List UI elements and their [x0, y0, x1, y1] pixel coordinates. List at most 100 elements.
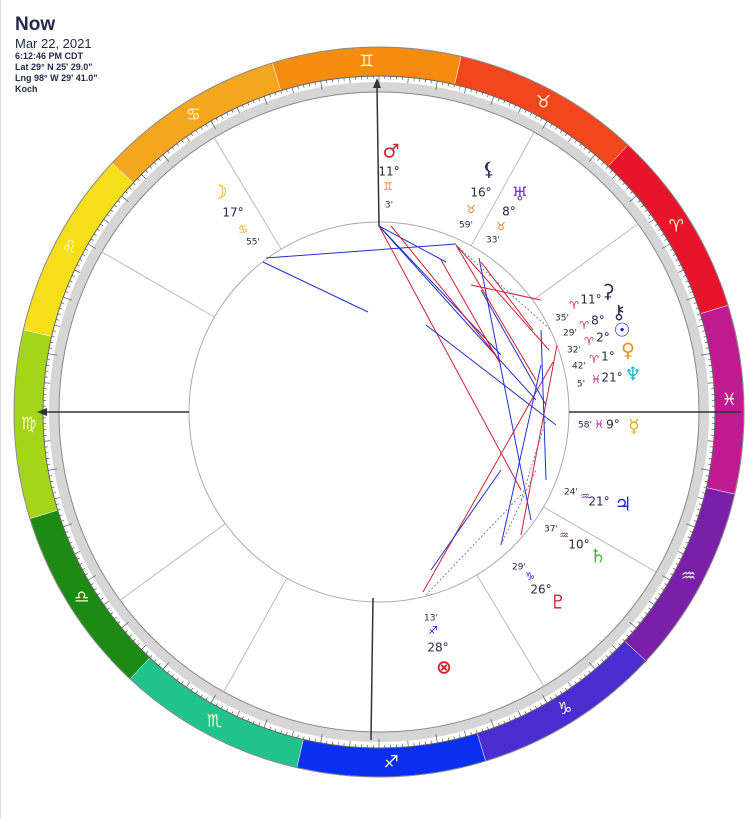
planet-sign: ♈︎ — [569, 299, 579, 312]
aspect-minor — [520, 419, 547, 501]
degree-tick — [52, 492, 56, 494]
degree-tick — [74, 269, 81, 273]
degree-tick — [314, 82, 316, 86]
degree-tick — [61, 520, 65, 522]
planet-degree: 1° — [601, 350, 615, 364]
sign-glyph: ♌︎ — [62, 237, 77, 257]
degree-tick — [215, 703, 218, 707]
degree-tick — [200, 126, 203, 130]
degree-tick — [141, 174, 146, 179]
aspect-line — [430, 469, 502, 571]
planet-sign: ♈︎ — [579, 319, 589, 332]
planet-minute: 13' — [424, 614, 438, 624]
degree-tick — [637, 200, 641, 203]
degree-tick — [320, 733, 323, 743]
house-cusp — [101, 251, 215, 318]
degree-tick — [550, 697, 553, 701]
planet-sign: ♒︎ — [559, 529, 569, 542]
degree-tick — [447, 737, 450, 741]
aspect-minor — [425, 494, 522, 596]
degree-tick — [508, 718, 511, 722]
degree-tick — [564, 687, 568, 691]
degree-tick — [114, 616, 117, 620]
degree-tick — [677, 269, 684, 273]
degree-tick — [258, 722, 260, 726]
degree-tick — [662, 243, 671, 249]
degree-tick — [100, 223, 104, 227]
degree-tick — [687, 285, 691, 288]
degree-tick — [54, 497, 61, 500]
planet-degree: 8° — [591, 314, 605, 328]
degree-tick — [252, 100, 255, 104]
degree-tick — [481, 92, 484, 96]
degree-tick — [171, 147, 175, 150]
sign-glyph: ♈︎ — [669, 216, 684, 236]
degree-tick — [683, 275, 687, 277]
planet-sign: ♋︎ — [238, 223, 248, 236]
planet-glyph: ♃ — [614, 494, 631, 516]
planet-glyph: ♇ — [549, 592, 566, 614]
degree-tick — [612, 174, 617, 179]
degree-tick — [661, 588, 665, 591]
planet-sign: ♑︎ — [525, 570, 535, 583]
degree-tick — [605, 655, 609, 658]
degree-tick — [185, 136, 191, 142]
degree-tick — [97, 228, 100, 231]
degree-tick — [658, 228, 661, 231]
degree-tick — [274, 92, 277, 96]
degree-tick — [693, 302, 697, 304]
planet-minute: 55' — [246, 238, 260, 248]
planet-sign: ♒︎ — [580, 490, 590, 503]
degree-tick — [555, 126, 558, 130]
planet-sign: ♊︎ — [383, 180, 393, 193]
degree-tick — [247, 718, 250, 722]
degree-tick — [514, 104, 516, 108]
degree-tick — [71, 275, 75, 277]
degree-tick — [618, 178, 621, 181]
degree-tick — [524, 109, 527, 113]
degree-tick — [661, 233, 665, 236]
degree-tick — [190, 133, 194, 137]
degree-tick — [567, 682, 573, 688]
degree-tick — [59, 514, 63, 517]
degree-tick — [588, 670, 591, 674]
degree-tick — [654, 223, 658, 227]
degree-tick — [137, 643, 140, 646]
degree-tick — [524, 711, 527, 715]
degree-tick — [618, 643, 621, 646]
degree-tick — [487, 726, 489, 730]
degree-tick — [82, 568, 86, 571]
degree-tick — [487, 94, 489, 98]
degree-tick — [320, 81, 323, 91]
degree-tick — [231, 109, 234, 113]
degree-tick — [453, 736, 455, 740]
planet-minute: 3' — [385, 201, 393, 211]
time: 6:12:46 PM CDT — [15, 51, 84, 61]
degree-tick — [677, 551, 684, 555]
sign-glyph: ♍︎ — [21, 414, 36, 434]
longitude: Lng 98° W 29' 41.0" — [15, 73, 98, 83]
sign-glyph: ♒︎ — [681, 567, 696, 587]
degree-tick — [678, 264, 682, 267]
degree-tick — [49, 475, 53, 477]
degree-tick — [704, 480, 708, 483]
degree-tick — [286, 88, 288, 92]
degree-tick — [167, 670, 170, 674]
degree-tick — [704, 341, 708, 344]
degree-tick — [133, 638, 136, 642]
degree-tick — [210, 695, 216, 704]
degree-tick — [110, 612, 114, 615]
aspect-line — [378, 225, 502, 356]
degree-tick — [535, 705, 538, 709]
latitude: Lat 29° N 25' 29.0" — [15, 62, 93, 72]
degree-tick — [542, 695, 548, 704]
house-system: Koch — [15, 84, 38, 94]
planet-minute: 35' — [555, 314, 569, 324]
degree-tick — [498, 722, 500, 726]
planet-glyph: ♀ — [621, 340, 635, 362]
degree-tick — [550, 123, 553, 127]
degree-tick — [137, 178, 140, 181]
degree-tick — [540, 703, 543, 707]
degree-tick — [79, 562, 83, 565]
degree-tick — [662, 575, 671, 581]
